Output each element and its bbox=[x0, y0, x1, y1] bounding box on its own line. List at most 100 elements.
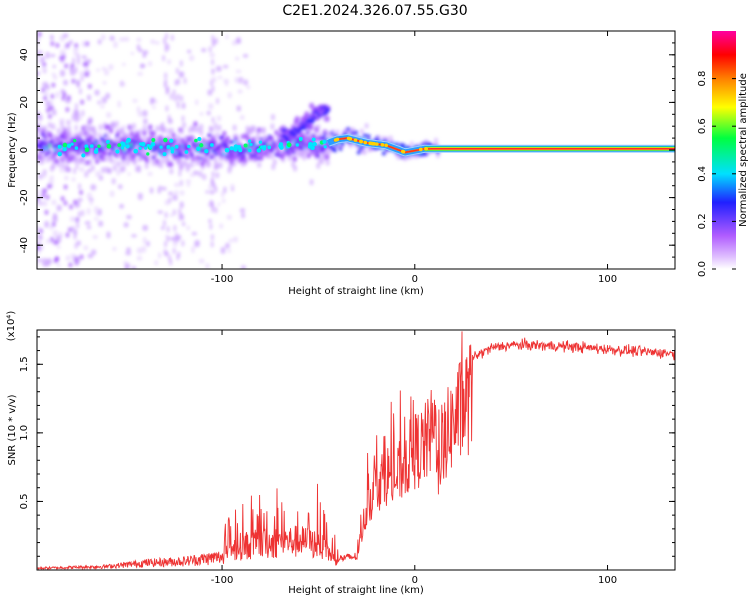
heatmap-cell bbox=[308, 124, 314, 131]
ridge-peak-dot bbox=[401, 149, 406, 154]
heatmap-cell bbox=[92, 235, 99, 240]
heatmap-cell bbox=[230, 183, 235, 189]
heatmap-cell bbox=[309, 179, 314, 186]
heatmap-cell bbox=[58, 118, 65, 122]
ridge-core bbox=[57, 134, 675, 158]
heatmap-cell bbox=[173, 225, 177, 232]
heatmap-cell bbox=[227, 92, 232, 99]
heatmap-cell bbox=[221, 191, 225, 198]
heatmap-cell bbox=[80, 99, 85, 105]
heatmap-cell bbox=[74, 43, 79, 49]
heatmap-cell bbox=[130, 146, 134, 150]
ridge-hot-spot bbox=[121, 141, 126, 146]
heatmap-cell bbox=[198, 171, 203, 178]
heatmap-cell bbox=[364, 123, 369, 129]
heatmap-cell bbox=[101, 34, 106, 41]
heatmap-cell bbox=[46, 107, 51, 113]
ridge-hot-spot bbox=[148, 144, 153, 149]
heatmap-cell bbox=[60, 196, 65, 202]
heatmap-cell bbox=[75, 163, 79, 170]
heatmap-cell bbox=[37, 130, 40, 137]
ridge-hot-spot bbox=[224, 147, 230, 153]
heatmap-cell bbox=[113, 41, 118, 49]
heatmap-cell bbox=[272, 158, 277, 165]
heatmap-cell bbox=[185, 154, 190, 160]
heatmap-cell bbox=[63, 200, 68, 206]
heatmap-cell bbox=[109, 35, 115, 41]
heatmap-cell bbox=[160, 226, 165, 230]
top-x-tick-label: -100 bbox=[211, 274, 234, 285]
heatmap-cell bbox=[97, 39, 102, 45]
heatmap-cell bbox=[66, 126, 72, 130]
ridge-hot-spot bbox=[170, 146, 175, 152]
ridge-hot-spot bbox=[73, 138, 77, 143]
ridge-hot-spot bbox=[169, 138, 174, 143]
heatmap-cell bbox=[228, 238, 234, 243]
heatmap-cell bbox=[105, 92, 111, 99]
heatmap-cell bbox=[292, 156, 297, 162]
heatmap-cell bbox=[320, 158, 325, 165]
heatmap-cell bbox=[165, 155, 170, 162]
heatmap-cell bbox=[208, 46, 212, 53]
heatmap-cell bbox=[201, 137, 206, 143]
heatmap-cell bbox=[215, 65, 222, 72]
heatmap-cell bbox=[68, 262, 73, 268]
heatmap-cell bbox=[45, 84, 50, 91]
heatmap-cell bbox=[88, 117, 93, 124]
heatmap-cell bbox=[108, 64, 114, 71]
ridge-hot-spot bbox=[162, 152, 167, 157]
heatmap-cell bbox=[131, 123, 136, 130]
ridge-hot-spot bbox=[151, 138, 156, 143]
heatmap-cell bbox=[167, 114, 171, 121]
heatmap-cell bbox=[83, 245, 89, 251]
heatmap-cell bbox=[45, 100, 51, 108]
heatmap-cell bbox=[166, 226, 170, 233]
heatmap-cell bbox=[61, 95, 66, 101]
heatmap-cell bbox=[169, 128, 174, 135]
ridge-hot-spot bbox=[62, 147, 67, 152]
ridge-peak-dot bbox=[371, 141, 376, 146]
heatmap-cell bbox=[94, 89, 100, 96]
heatmap-cell bbox=[66, 119, 71, 126]
ridge-hot-spot bbox=[249, 142, 253, 147]
heatmap-cell bbox=[112, 164, 117, 171]
heatmap-cell bbox=[49, 236, 54, 242]
heatmap-cell bbox=[123, 222, 129, 228]
heatmap-cell bbox=[179, 163, 184, 170]
heatmap-cell bbox=[113, 142, 118, 147]
heatmap-cell bbox=[181, 115, 185, 122]
ridge-hot-spot bbox=[310, 145, 315, 151]
heatmap-cell bbox=[137, 72, 144, 76]
heatmap-cell bbox=[55, 42, 60, 48]
heatmap-cell bbox=[97, 100, 101, 105]
heatmap-cell bbox=[84, 65, 88, 73]
heatmap-cell bbox=[125, 251, 132, 256]
bottom-y-axis-label: SNR (10 * v/v) bbox=[7, 394, 18, 465]
top-y-tick-label: 40 bbox=[19, 48, 30, 61]
heatmap-cell bbox=[89, 135, 94, 141]
heatmap-cell bbox=[359, 128, 364, 134]
heatmap-cell bbox=[176, 93, 180, 100]
ridge-hot-spot bbox=[184, 150, 189, 154]
ridge-hot-spot bbox=[106, 140, 110, 144]
heatmap-cell bbox=[123, 36, 130, 42]
colorbar-ticks: 0.0 0.2 0.4 0.6 0.8 bbox=[697, 71, 736, 277]
ridge-hot-spot bbox=[248, 148, 252, 153]
heatmap-cell bbox=[65, 107, 70, 113]
heatmap-cell bbox=[214, 152, 218, 156]
heatmap-cell bbox=[178, 214, 182, 221]
heatmap-cell bbox=[213, 157, 218, 164]
heatmap-cell bbox=[128, 150, 133, 156]
bottom-x-tick-label: -100 bbox=[211, 575, 234, 586]
bottom-y-ticks: 0.5 1.0 1.5 bbox=[19, 336, 675, 571]
heatmap-cell bbox=[74, 103, 78, 110]
heatmap-cell bbox=[310, 119, 315, 124]
heatmap-cell bbox=[50, 41, 55, 47]
heatmap-cell bbox=[214, 207, 218, 214]
heatmap-cell bbox=[199, 112, 204, 116]
heatmap-cell bbox=[77, 211, 81, 218]
ridge-hot-spot bbox=[126, 137, 131, 143]
heatmap-cell bbox=[87, 94, 91, 101]
heatmap-cell bbox=[50, 93, 55, 99]
ridge-hot-spot bbox=[97, 144, 101, 148]
